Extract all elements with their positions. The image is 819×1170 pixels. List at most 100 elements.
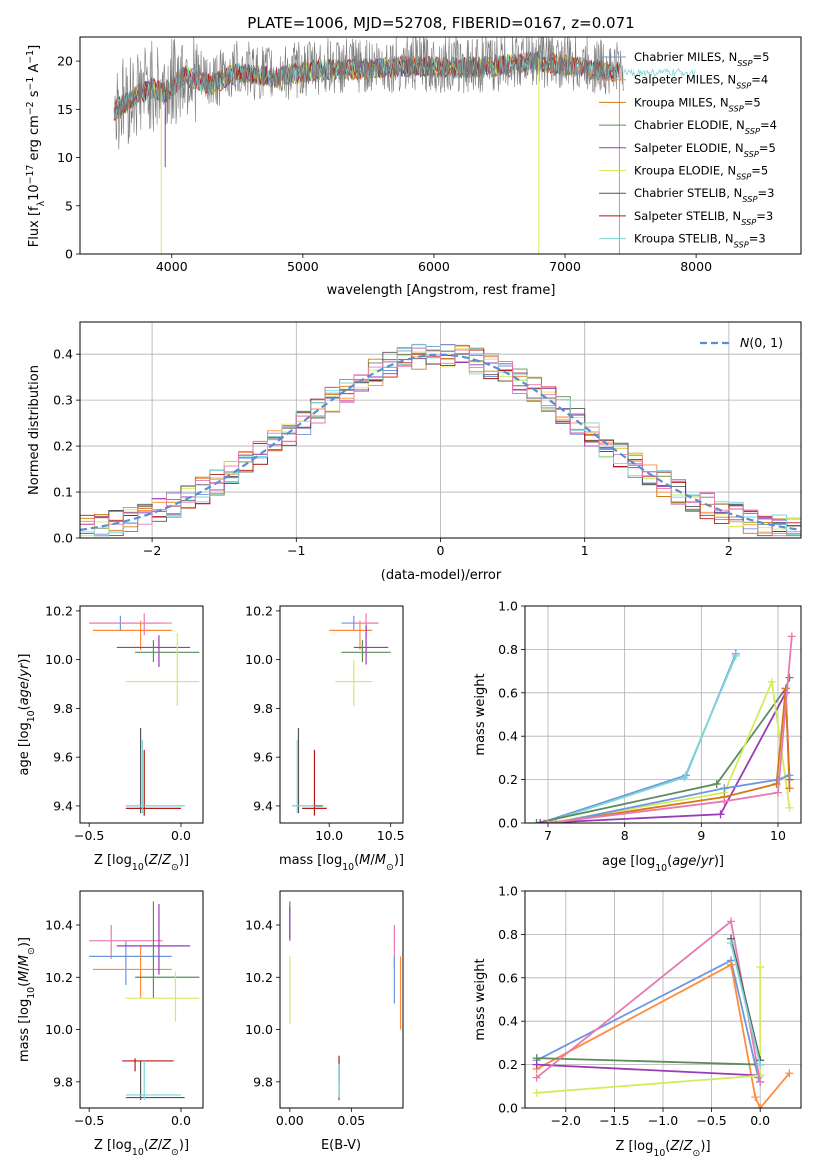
y-tick-label: 0.0 [498, 816, 518, 831]
axes-frame [524, 605, 802, 824]
x-tick-label: 8000 [680, 259, 712, 274]
x-axis-label: Z [log10(Z/Z⊙)] [94, 853, 189, 873]
weight-series [536, 919, 762, 1083]
weight-marker [551, 819, 560, 823]
y-tick-label: 0.4 [498, 729, 518, 744]
legend-label: Chabrier ELODIE, NSSP=4 [634, 118, 777, 136]
weight-marker [787, 632, 796, 641]
y-tick-label: 0.6 [498, 685, 518, 700]
y-tick-label: 0 [65, 247, 73, 262]
legend-label: Kroupa ELODIE, NSSP=5 [634, 164, 768, 182]
y-tick-label: 9.8 [253, 701, 273, 716]
weight-series [536, 1063, 761, 1077]
weight-marker [547, 819, 556, 823]
x-tick-label: 6000 [418, 259, 450, 274]
panel-weight_vs_age: 7 8 9 10 0.0 0.2 0.4 0.6 0.8 1.0 age [log10(age/yr… [473, 599, 802, 874]
y-axis-label: mass weight [473, 673, 488, 755]
y-tick-label: 10.0 [45, 652, 73, 667]
weight-series [540, 653, 737, 823]
weight-marker [727, 917, 736, 926]
x-tick-label: −2 [143, 543, 161, 558]
y-tick-label: 0.0 [53, 531, 73, 546]
legend-label: Salpeter MILES, NSSP=4 [634, 73, 768, 91]
weight-marker [781, 684, 790, 693]
plot-area [89, 901, 200, 1101]
y-axis-label: mass [log10(M/M⊙)] [17, 937, 37, 1062]
legend-label: Salpeter ELODIE, NSSP=5 [634, 141, 776, 159]
y-tick-label: 9.6 [253, 750, 273, 765]
y-tick-label: 0.8 [498, 927, 518, 942]
x-tick-label: 7 [544, 828, 552, 843]
panel-age_vs_mass: 10.0 10.5 9.4 9.6 9.8 10.0 10.2 mass [log10(M/M… [245, 603, 404, 872]
y-tick-label: 0.0 [498, 1101, 518, 1116]
weight-marker [774, 788, 782, 797]
y-tick-label: 10.4 [245, 917, 273, 932]
weight-series [543, 655, 737, 823]
y-tick-label: 10.2 [245, 603, 273, 618]
x-tick-label: 8 [621, 828, 629, 843]
y-tick-label: 5 [65, 198, 73, 213]
x-tick-label: 0.00 [276, 1113, 304, 1128]
axes-frame [79, 890, 204, 1109]
y-tick-label: 1.0 [498, 599, 518, 614]
x-tick-label: 0.05 [337, 1113, 365, 1128]
normal-curve [80, 353, 801, 531]
weight-marker [727, 939, 736, 948]
y-tick-label: 9.6 [53, 750, 73, 765]
weight-marker [774, 775, 782, 784]
axes-frame [279, 605, 404, 824]
weight-marker [532, 819, 541, 823]
x-tick-label: 0.0 [171, 1113, 191, 1128]
weight-marker [720, 784, 729, 793]
weight-marker [785, 771, 794, 780]
panel-spectrum: 4000 5000 6000 7000 8000 0 5 10 15 20 wavelength [… [25, 36, 802, 298]
legend-label: N(0, 1) [740, 335, 783, 350]
x-axis-label: Z [log10(Z/Z⊙)] [615, 1139, 710, 1159]
plot-area [532, 917, 794, 1108]
x-axis-label: mass [log10(M/M⊙)] [279, 853, 404, 873]
histogram-step [80, 347, 801, 537]
weight-marker [785, 803, 794, 812]
axes-frame [79, 605, 204, 824]
x-tick-label: 0 [437, 543, 445, 558]
y-tick-label: 0.1 [53, 485, 73, 500]
x-tick-label: 10 [770, 828, 786, 843]
x-axis-label: wavelength [Angstrom, rest frame] [327, 283, 556, 298]
x-tick-label: 0.0 [171, 828, 191, 843]
model-tail [623, 67, 696, 78]
panel-mass_vs_ebv: 0.00 0.05 9.8 10.0 10.2 10.4 [245, 890, 404, 1128]
figure-title: PLATE=1006, MJD=52708, FIBERID=0167, z=0… [247, 14, 634, 32]
panel-mass_vs_Z: −0.5 0.0 9.8 10.0 10.2 10.4 Z [log10(Z/Z⊙)] mas… [17, 890, 204, 1158]
weight-marker [756, 1060, 765, 1069]
y-tick-label: 20 [57, 54, 73, 69]
weight-marker [756, 1104, 765, 1108]
y-tick-label: 0.6 [498, 970, 518, 985]
weight-series [730, 938, 762, 1061]
y-tick-label: 0.2 [498, 1057, 518, 1072]
y-tick-label: 0.2 [498, 772, 518, 787]
y-tick-label: 0.4 [498, 1014, 518, 1029]
x-tick-label: −0.5 [696, 1113, 726, 1128]
axes-frame [79, 36, 802, 255]
legend-label: Salpeter STELIB, NSSP=3 [634, 209, 773, 227]
x-axis-label: Z [log10(Z/Z⊙)] [94, 1138, 189, 1158]
y-tick-label: 10 [57, 150, 73, 165]
weight-marker [712, 779, 721, 788]
x-axis-label: (data-model)/error [381, 568, 502, 583]
y-tick-label: 0.3 [53, 393, 73, 408]
plot-area [80, 343, 801, 537]
y-tick-label: 10.2 [45, 603, 73, 618]
weight-series [555, 774, 790, 823]
weight-marker [727, 960, 736, 969]
weight-series [536, 1057, 761, 1066]
weight-marker [785, 1069, 794, 1078]
plot-area [292, 613, 391, 816]
x-tick-label: −2.0 [551, 1113, 581, 1128]
weight-marker [716, 810, 725, 819]
y-tick-label: 0.2 [53, 439, 73, 454]
axes-frame [524, 890, 802, 1109]
x-tick-label: 0.0 [750, 1113, 770, 1128]
x-axis-label: age [log10(age/yr)] [602, 854, 724, 874]
weight-marker [751, 1093, 760, 1102]
